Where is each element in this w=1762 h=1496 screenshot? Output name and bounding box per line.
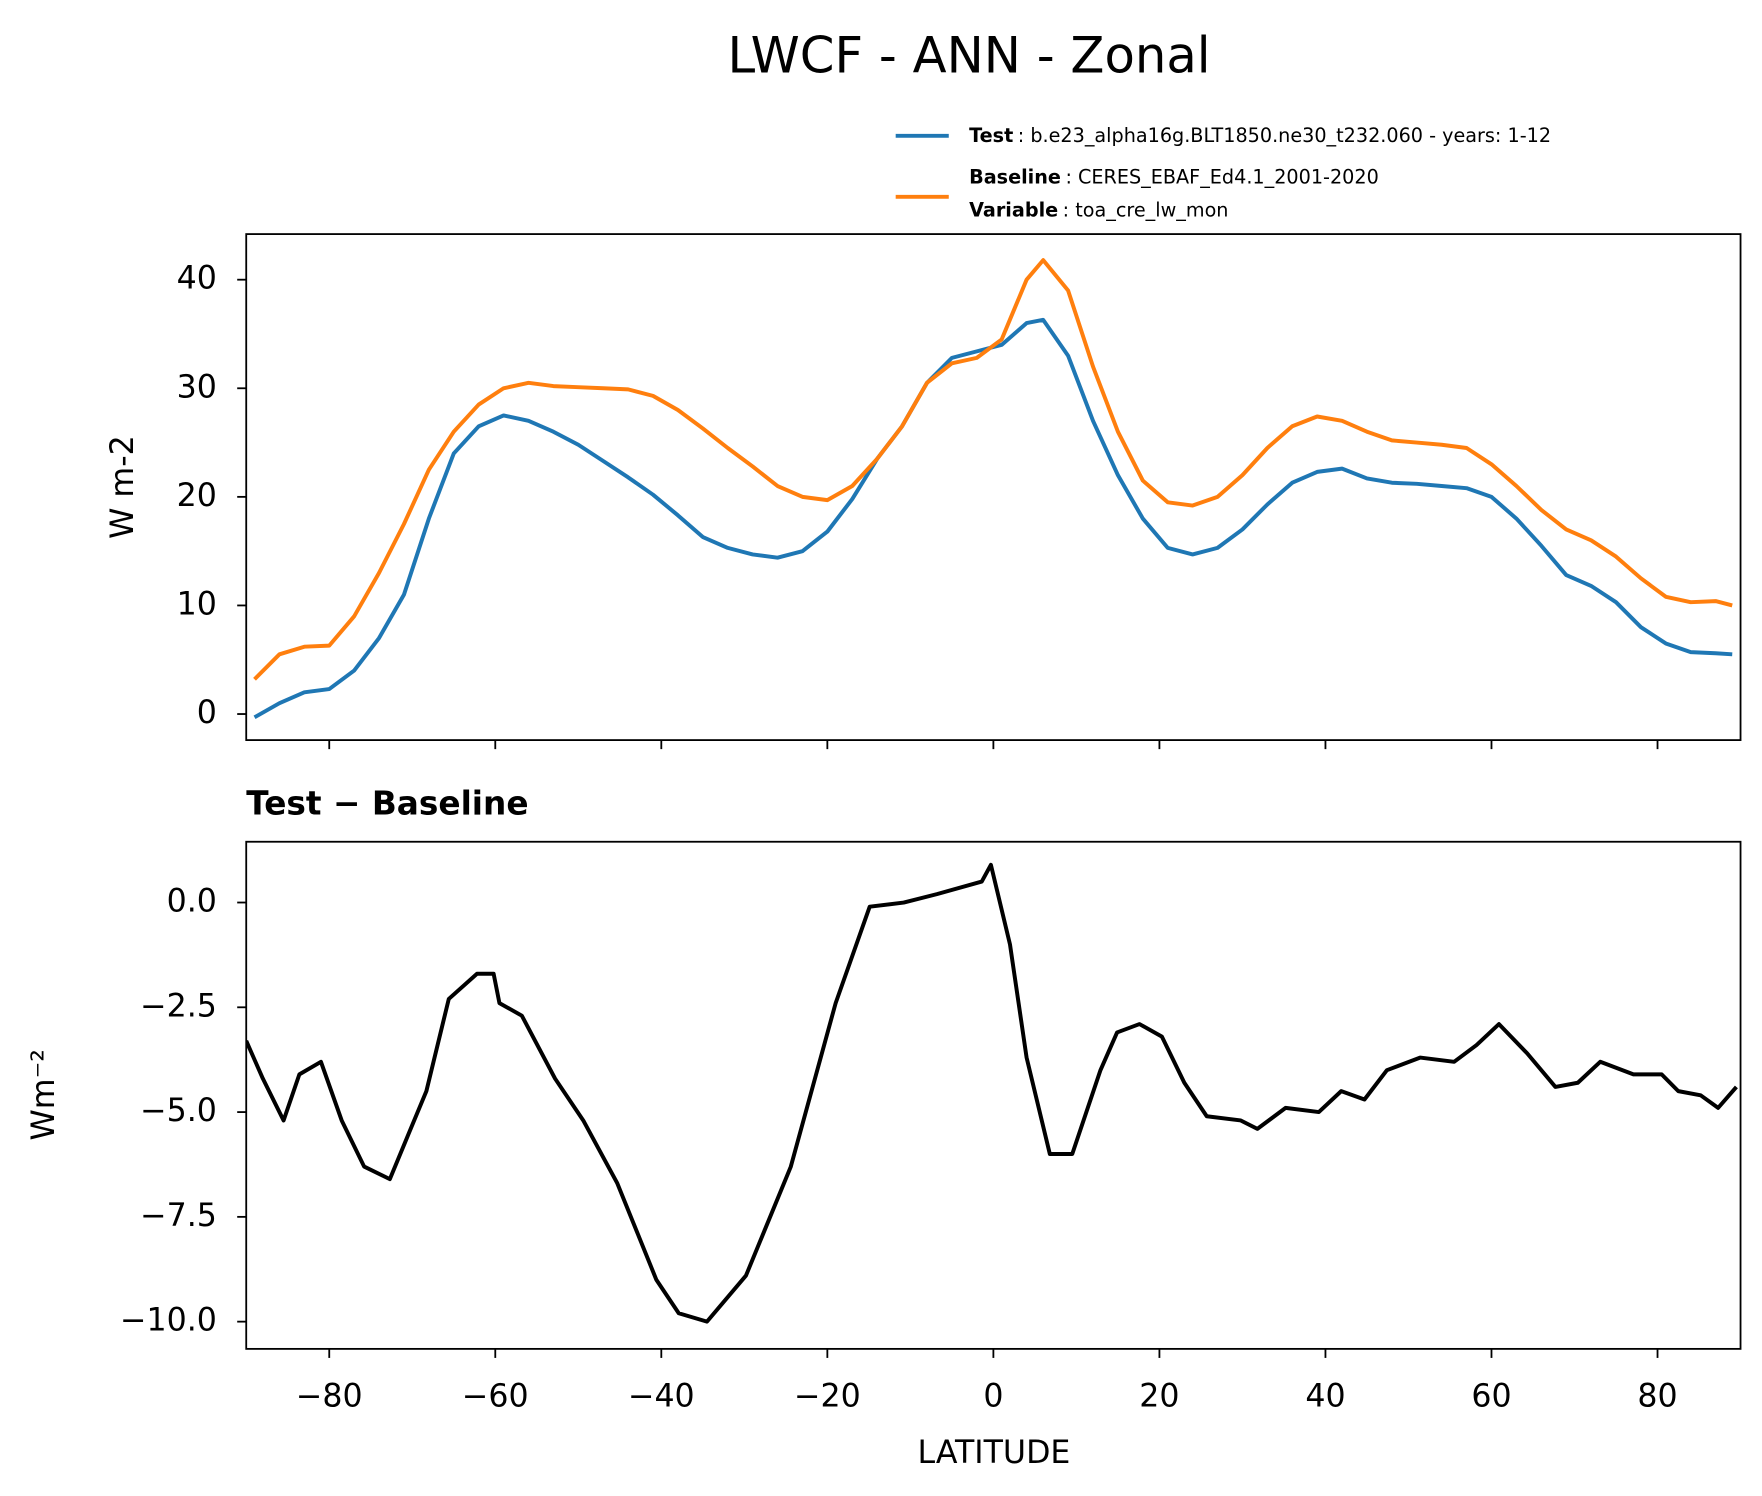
legend-entry: Variable: toa_cre_lw_mon — [969, 198, 1228, 221]
x-tick-label: 60 — [1471, 1378, 1511, 1414]
y-tick-label: −7.5 — [140, 1198, 217, 1234]
y-tick-label: −5.0 — [140, 1093, 217, 1129]
x-tick-label: −60 — [462, 1378, 529, 1414]
y-tick-label: 20 — [177, 478, 217, 514]
x-tick-label: −80 — [296, 1378, 363, 1414]
legend-text: : toa_cre_lw_mon — [1063, 198, 1229, 221]
legend-name: Variable — [969, 198, 1058, 221]
y-tick-label: −2.5 — [140, 988, 217, 1024]
legend-text: : CERES_EBAF_Ed4.1_2001-2020 — [1065, 165, 1378, 188]
y-tick-label: 0.0 — [167, 884, 217, 920]
x-tick-label: −40 — [628, 1378, 695, 1414]
legend-name: Baseline — [969, 165, 1061, 188]
y-axis-label: Wm⁻² — [26, 1049, 62, 1140]
y-tick-label: 30 — [177, 369, 217, 405]
plot-frame — [245, 233, 1742, 741]
chart-title: LWCF - ANN - Zonal — [728, 27, 1211, 85]
legend-name: Test — [969, 123, 1013, 146]
data-line — [253, 258, 1733, 681]
legend: Test: b.e23_alpha16g.BLT1850.ne30_t232.0… — [895, 123, 1551, 221]
y-tick-label: 10 — [177, 586, 217, 622]
data-line — [253, 317, 1733, 720]
x-tick-label: 0 — [983, 1378, 1003, 1414]
x-tick-label: 80 — [1637, 1378, 1677, 1414]
x-tick-label: 40 — [1305, 1378, 1345, 1414]
y-tick-label: 40 — [177, 261, 217, 297]
plot-frame — [245, 840, 1742, 1350]
y-tick-label: −10.0 — [120, 1303, 217, 1339]
legend-entry: Baseline: CERES_EBAF_Ed4.1_2001-2020 — [969, 165, 1379, 188]
x-tick-label: 20 — [1139, 1378, 1179, 1414]
y-tick-label: 0 — [197, 695, 217, 731]
data-line — [246, 862, 1738, 1324]
legend-entry: Test: b.e23_alpha16g.BLT1850.ne30_t232.0… — [969, 123, 1551, 146]
y-axis-label: W m-2 — [105, 435, 141, 539]
x-axis-label: LATITUDE — [917, 1435, 1070, 1471]
legend-text: : b.e23_alpha16g.BLT1850.ne30_t232.060 -… — [1018, 123, 1551, 146]
x-tick-label: −20 — [794, 1378, 861, 1414]
subplot-title: Test − Baseline — [246, 785, 528, 823]
